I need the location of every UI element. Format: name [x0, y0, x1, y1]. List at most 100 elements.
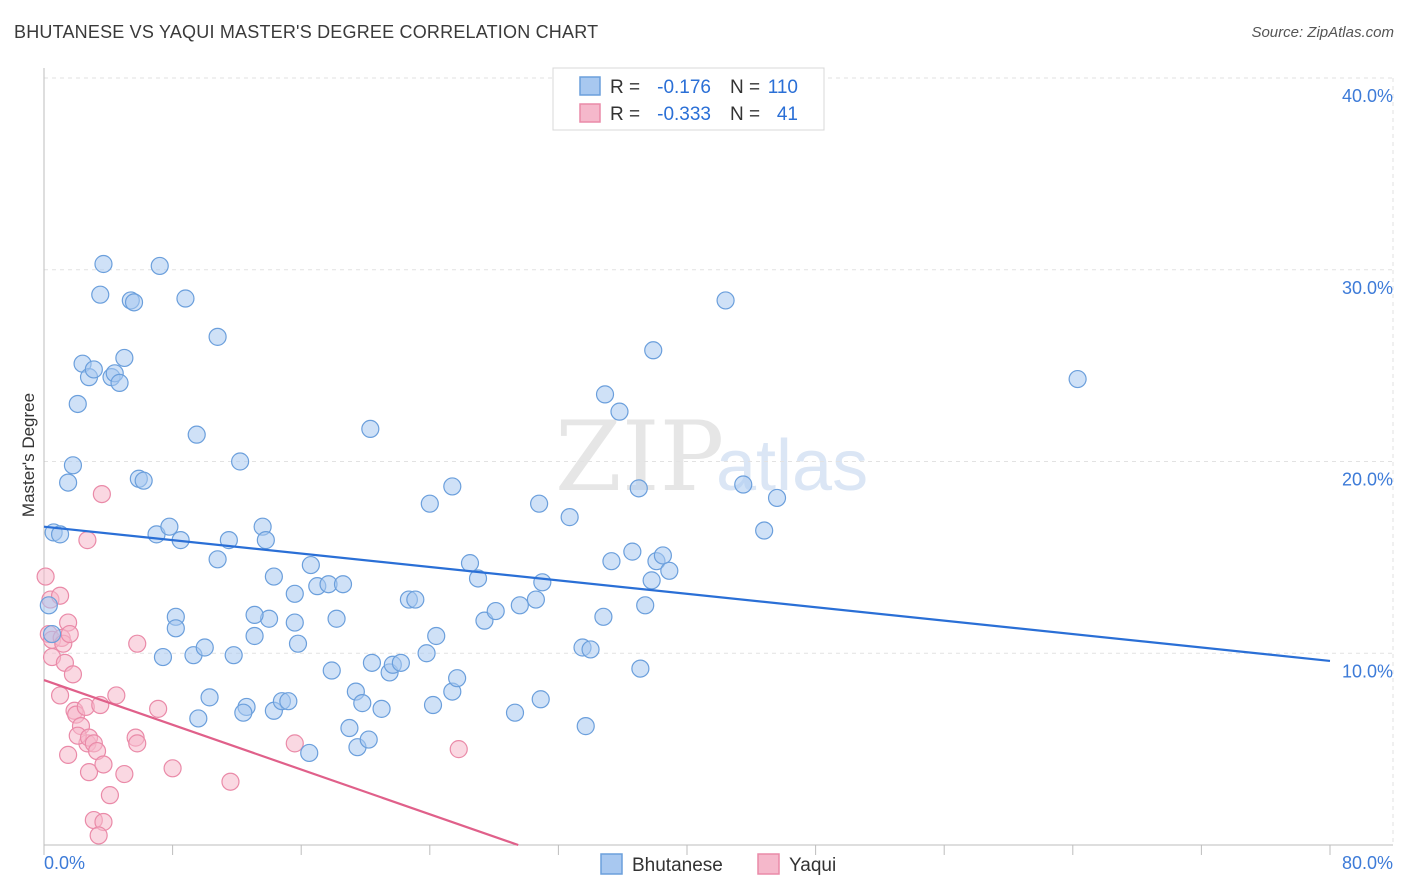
bhutanese-point [406, 590, 425, 609]
bhutanese-point [91, 285, 110, 304]
yaqui-trend-line [43, 679, 519, 847]
bhutanese-point [448, 669, 467, 688]
bhutanese-point [189, 709, 208, 728]
bhutanese-point [391, 653, 410, 672]
legend-r-label-bhutanese: R = [610, 77, 640, 98]
bhutanese-point [530, 494, 549, 513]
bhutanese-point [94, 254, 113, 274]
yaqui-point [36, 567, 55, 586]
bhutanese-point [359, 730, 378, 749]
bhutanese-point [629, 479, 648, 498]
bhutanese-point [631, 659, 650, 678]
bhutanese-point [602, 552, 621, 571]
bhutanese-point [300, 743, 319, 763]
bhutanese-point [531, 690, 550, 709]
bhutanese-point [581, 640, 600, 659]
bhutanese-point [417, 644, 436, 663]
yaqui-point [285, 734, 304, 753]
bottom-legend-swatch-yaqui [757, 853, 780, 875]
legend-n-value-bhutanese: 110 [768, 77, 798, 98]
x-tick-label-min: 0.0% [44, 853, 85, 873]
bhutanese-point [288, 634, 308, 653]
legend-r-value-yaqui: -0.333 [657, 104, 711, 125]
bhutanese-point [279, 692, 298, 711]
yaqui-point [128, 634, 147, 653]
bhutanese-point [372, 699, 391, 718]
legend-n-label-yaqui: N = [730, 104, 760, 125]
yaqui-point [79, 763, 99, 782]
bhutanese-point [636, 596, 655, 615]
bhutanese-point [595, 385, 615, 404]
axes [43, 68, 1393, 855]
bhutanese-point [39, 596, 58, 615]
bhutanese-point [264, 567, 283, 586]
bhutanese-point [285, 613, 304, 632]
yaqui-point [149, 699, 168, 718]
y-tick-label: 10.0% [1342, 661, 1393, 681]
bhutanese-point [610, 402, 629, 421]
bhutanese-point [110, 373, 129, 392]
bhutanese-point [50, 525, 70, 544]
bhutanese-point [219, 531, 238, 550]
bhutanese-point [333, 575, 353, 594]
bhutanese-point [124, 293, 144, 312]
yaqui-point [163, 759, 182, 778]
bhutanese-point [166, 619, 185, 638]
yaqui-point [128, 734, 147, 753]
bhutanese-point [560, 508, 579, 527]
bhutanese-point [576, 717, 595, 736]
yaqui-point [107, 686, 126, 705]
bhutanese-point [63, 456, 83, 475]
bhutanese-point [150, 256, 169, 276]
watermark: ZIP atlas [555, 401, 868, 513]
yaqui-point [89, 826, 108, 845]
y-axis-label: Master's Degree [19, 393, 38, 517]
trend-lines [43, 525, 1331, 847]
bhutanese-point [427, 626, 446, 646]
bhutanese-point [340, 718, 359, 738]
chart-title: BHUTANESE VS YAQUI MASTER'S DEGREE CORRE… [14, 22, 599, 42]
bhutanese-point [460, 554, 480, 573]
y-tick-label: 40.0% [1342, 86, 1393, 106]
bhutanese-point [59, 473, 78, 492]
yaqui-point [63, 665, 83, 684]
bhutanese-point [208, 550, 227, 569]
y-tick-label: 20.0% [1342, 470, 1393, 490]
bhutanese-point [176, 289, 195, 308]
bhutanese-point [234, 703, 253, 722]
bhutanese-point [187, 425, 206, 444]
bottom-legend-swatch-bhutanese [600, 853, 623, 875]
bhutanese-point [716, 291, 735, 310]
bhutanese-point [84, 360, 103, 379]
legend-r-label-yaqui: R = [610, 104, 640, 125]
yaqui-point [59, 745, 78, 764]
bottom-legend: Bhutanese Yaqui [600, 853, 836, 876]
bhutanese-point [505, 703, 525, 722]
legend-swatch-bhutanese [579, 76, 601, 96]
bhutanese-point [644, 341, 663, 360]
x-tick-labels: 0.0% 80.0% [44, 853, 1393, 873]
bottom-legend-label-bhutanese: Bhutanese [632, 855, 723, 876]
yaqui-points [36, 484, 468, 845]
bhutanese-point [208, 327, 227, 346]
bhutanese-trend-line [43, 525, 1331, 663]
bhutanese-point [68, 394, 87, 414]
watermark-atlas: atlas [716, 426, 868, 506]
legend-r-value-bhutanese: -0.176 [657, 77, 711, 98]
bhutanese-point [510, 596, 529, 615]
bhutanese-point [160, 517, 179, 536]
bhutanese-point [353, 694, 372, 713]
y-tick-labels: 10.0% 20.0% 30.0% 40.0% [1342, 86, 1393, 681]
legend: R = -0.176 N = 110 R = -0.333 N = 41 [552, 67, 825, 131]
bhutanese-point [443, 477, 462, 496]
yaqui-point [449, 740, 468, 759]
y-tick-label: 30.0% [1342, 278, 1393, 298]
legend-n-label-bhutanese: N = [730, 77, 760, 98]
bottom-legend-label-yaqui: Yaqui [789, 855, 836, 876]
bhutanese-point [115, 348, 134, 368]
bhutanese-point [420, 494, 439, 513]
bhutanese-point [42, 624, 62, 644]
bhutanese-point [526, 590, 545, 609]
legend-n-value-yaqui: 41 [777, 104, 798, 125]
